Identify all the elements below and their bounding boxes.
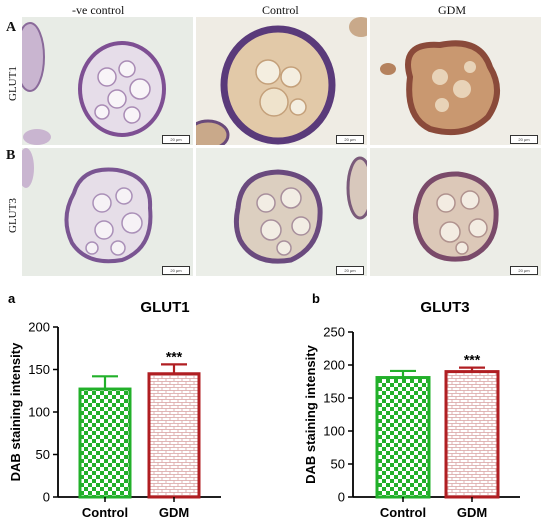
chart-letter-a: a: [8, 291, 16, 306]
micrograph-glut1-gdm: 20 μm: [370, 17, 541, 145]
y-axis-label: DAB staining intensity: [8, 342, 23, 481]
scale-bar: 20 μm: [336, 135, 364, 144]
bar-chart-glut3: 0 50 100 150 200 250 DAB staining intensity Con…: [303, 325, 520, 520]
column-label-negative-control: -ve control: [72, 3, 125, 17]
chart-title-glut1: GLUT1: [140, 299, 190, 316]
x-tick-label: Control: [380, 505, 426, 520]
column-label-gdm: GDM: [438, 3, 467, 17]
y-tick-label: 200: [28, 320, 50, 335]
x-tick-label: GDM: [457, 505, 487, 520]
y-tick-label: 0: [338, 490, 345, 505]
micrograph-glut3-control: 20 μm: [196, 148, 367, 276]
row-letter-b: B: [6, 148, 16, 163]
y-tick-label: 100: [323, 424, 345, 439]
micrograph-glut1-control: 20 μm: [196, 17, 367, 145]
column-label-control: Control: [262, 3, 299, 17]
bar-gdm: [444, 370, 500, 499]
bar-control: [78, 387, 132, 499]
scale-bar: 20 μm: [336, 266, 364, 275]
scale-bar: 20 μm: [162, 266, 190, 275]
row-label-glut1: GLUT1: [7, 66, 19, 101]
scale-bar: 20 μm: [510, 266, 538, 275]
x-tick-label: GDM: [159, 505, 189, 520]
chart-title-glut3: GLUT3: [420, 299, 470, 316]
scale-bar: 20 μm: [162, 135, 190, 144]
row-label-glut3: GLUT3: [7, 198, 19, 233]
bar-control: [375, 376, 431, 499]
micrograph-glut3-gdm: 20 μm: [370, 148, 541, 276]
y-tick-label: 50: [331, 457, 345, 472]
row-letter-a: A: [6, 20, 17, 35]
x-tick-label: Control: [82, 505, 128, 520]
micrograph-glut3-negative-control: 20 μm: [22, 148, 193, 276]
y-tick-label: 200: [323, 358, 345, 373]
y-tick-label: 150: [28, 362, 50, 377]
y-tick-label: 250: [323, 325, 345, 340]
y-tick-label: 50: [36, 447, 50, 462]
significance-label: ***: [464, 352, 481, 368]
bar-gdm: [147, 372, 201, 499]
significance-label: ***: [166, 348, 183, 364]
micrograph-glut1-negative-control: 20 μm: [22, 17, 193, 145]
y-tick-label: 0: [43, 490, 50, 505]
y-tick-label: 100: [28, 405, 50, 420]
y-tick-label: 150: [323, 391, 345, 406]
chart-letter-b: b: [312, 291, 320, 306]
y-axis-label: DAB staining intensity: [303, 344, 318, 483]
bar-chart-glut1: 0 50 100 150 200 DAB staining intensity Contro…: [8, 320, 221, 520]
scale-bar: 20 μm: [510, 135, 538, 144]
